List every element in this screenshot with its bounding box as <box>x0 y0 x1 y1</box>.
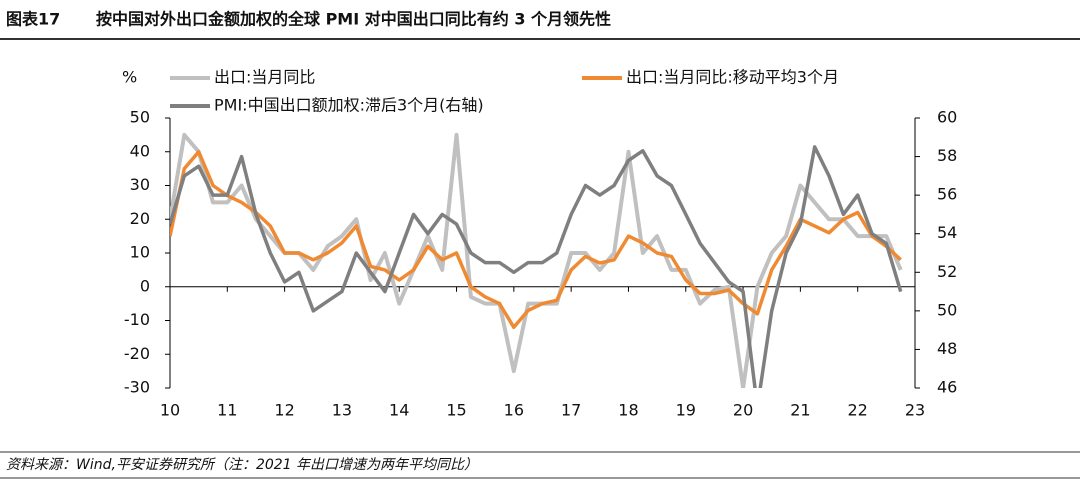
x-tick-label: 12 <box>274 401 294 420</box>
x-tick-label: 10 <box>160 401 180 420</box>
x-tick-label: 13 <box>332 401 352 420</box>
legend-label: 出口:当月同比:移动平均3个月 <box>626 68 839 87</box>
y-tick-label: -30 <box>124 378 150 397</box>
y2-tick-label: 54 <box>937 223 957 242</box>
x-tick-label: 19 <box>676 401 696 420</box>
y-tick-label: 20 <box>130 209 150 228</box>
x-tick-label: 23 <box>905 401 925 420</box>
chart-title: 按中国对外出口金额加权的全球 PMI 对中国出口同比有约 3 个月领先性 <box>96 10 611 29</box>
x-tick-label: 17 <box>561 401 581 420</box>
y-tick-label: 30 <box>130 175 150 194</box>
x-tick-label: 18 <box>618 401 638 420</box>
x-tick-label: 15 <box>446 401 466 420</box>
x-tick-label: 22 <box>848 401 868 420</box>
y-tick-label: 0 <box>140 276 150 295</box>
y-tick-label: 10 <box>130 243 150 262</box>
y2-tick-label: 52 <box>937 262 957 281</box>
x-tick-label: 11 <box>217 401 237 420</box>
y2-tick-label: 46 <box>937 378 957 397</box>
y-tick-label: 40 <box>130 141 150 160</box>
x-tick-label: 20 <box>733 401 753 420</box>
source: 资料来源：Wind,平安证券研究所（注：2021 年出口增速为两年平均同比） <box>6 457 478 473</box>
series-line <box>170 150 902 330</box>
legend-label: PMI:中国出口额加权:滞后3个月(右轴) <box>214 96 484 115</box>
y2-tick-label: 60 <box>937 108 957 127</box>
y-unit: % <box>122 68 137 87</box>
series-line <box>170 145 903 388</box>
y2-tick-label: 50 <box>937 300 957 319</box>
x-tick-label: 16 <box>504 401 524 420</box>
y-tick-label: -20 <box>124 344 150 363</box>
y2-tick-label: 48 <box>937 339 957 358</box>
y-tick-label: -10 <box>124 310 150 329</box>
title-label: 图表17 <box>6 10 60 29</box>
legend-label: 出口:当月同比 <box>214 68 315 87</box>
y2-tick-label: 56 <box>937 185 957 204</box>
x-tick-label: 14 <box>389 401 409 420</box>
x-tick-label: 21 <box>790 401 810 420</box>
y-tick-label: 50 <box>130 108 150 127</box>
y2-tick-label: 58 <box>937 146 957 165</box>
plot-area <box>170 132 903 388</box>
